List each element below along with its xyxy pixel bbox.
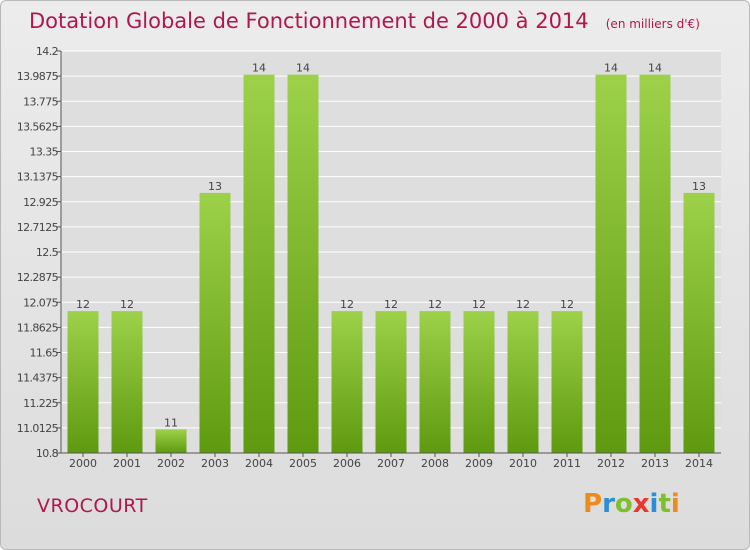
title-row: Dotation Globale de Fonctionnement de 20…	[29, 9, 700, 33]
data-label: 12	[384, 298, 398, 311]
bar	[375, 311, 407, 453]
data-label: 12	[560, 298, 574, 311]
bar	[507, 311, 539, 453]
y-tick-label: 13.35	[30, 146, 59, 159]
x-tick-label: 2003	[201, 457, 229, 470]
data-labels-group: 12 12 11 13 14 14 12 12 12 12 12 12 14 14 13	[76, 62, 706, 430]
logo-letter: P	[583, 489, 603, 519]
proxiti-logo[interactable]: Proxiti	[583, 489, 680, 519]
y-tick-label: 13.775	[23, 95, 58, 108]
logo-letter: r	[602, 489, 615, 519]
commune-name: VROCOURT	[37, 495, 148, 517]
bar	[155, 429, 187, 453]
y-tick-label: 11.65	[30, 347, 59, 360]
data-label: 12	[76, 298, 90, 311]
bar	[331, 311, 363, 453]
data-label: 12	[516, 298, 530, 311]
x-tick-label: 2014	[685, 457, 713, 470]
y-tick-label: 13.1375	[17, 171, 59, 184]
bar	[287, 74, 319, 453]
y-tick-label: 10.8	[36, 447, 59, 460]
data-label: 13	[692, 180, 706, 193]
bar	[595, 74, 627, 453]
x-tick-label: 2000	[69, 457, 97, 470]
x-tick-label: 2001	[113, 457, 141, 470]
y-tick-label: 14.2	[36, 45, 58, 58]
data-label: 14	[252, 62, 266, 75]
axes-group: 10.8 11.0125 11.225 11.4375 11.65 11.8625 12.0…	[17, 45, 721, 470]
x-tick-label: 2004	[245, 457, 273, 470]
x-tick-label: 2005	[289, 457, 317, 470]
y-tick-label: 11.225	[23, 397, 58, 410]
x-tick-label: 2013	[641, 457, 669, 470]
y-tick-label: 12.2875	[17, 271, 59, 284]
bar	[199, 192, 231, 453]
logo-letter: i	[649, 489, 659, 519]
x-tick-label: 2002	[157, 457, 185, 470]
data-label: 12	[428, 298, 442, 311]
y-tick-label: 13.9875	[17, 70, 59, 83]
logo-letter: x	[632, 489, 650, 519]
logo-letter: i	[670, 489, 680, 519]
x-tick-label: 2012	[597, 457, 625, 470]
data-label: 12	[120, 298, 134, 311]
bar	[639, 74, 671, 453]
data-label: 11	[164, 416, 178, 429]
y-tick-label: 11.0125	[17, 422, 59, 435]
data-label: 14	[648, 62, 662, 75]
bar	[551, 311, 583, 453]
bar	[67, 311, 99, 453]
logo-letter: o	[614, 489, 633, 519]
y-tick-label: 12.7125	[17, 221, 59, 234]
data-label: 14	[296, 62, 310, 75]
bar	[243, 74, 275, 453]
bar	[463, 311, 495, 453]
x-tick-label: 2006	[333, 457, 361, 470]
data-label: 13	[208, 180, 222, 193]
y-tick-label: 12.075	[23, 296, 58, 309]
chart-subtitle: (en milliers d'€)	[605, 17, 700, 31]
x-tick-label: 2011	[553, 457, 581, 470]
y-tick-label: 11.8625	[17, 321, 59, 334]
x-tick-label: 2008	[421, 457, 449, 470]
x-tick-label: 2010	[509, 457, 537, 470]
bar	[111, 311, 143, 453]
data-label: 12	[340, 298, 354, 311]
bar	[683, 192, 715, 453]
y-tick-label: 13.5625	[17, 120, 59, 133]
x-tick-label: 2007	[377, 457, 405, 470]
data-label: 12	[472, 298, 486, 311]
logo-letter: t	[658, 489, 671, 519]
chart-title: Dotation Globale de Fonctionnement de 20…	[29, 9, 589, 33]
y-tick-label: 12.925	[23, 196, 58, 209]
y-tick-label: 12.5	[36, 246, 59, 259]
y-tick-label: 11.4375	[17, 372, 59, 385]
bars-group	[67, 74, 715, 453]
x-tick-label: 2009	[465, 457, 493, 470]
bar	[419, 311, 451, 453]
data-label: 14	[604, 62, 618, 75]
